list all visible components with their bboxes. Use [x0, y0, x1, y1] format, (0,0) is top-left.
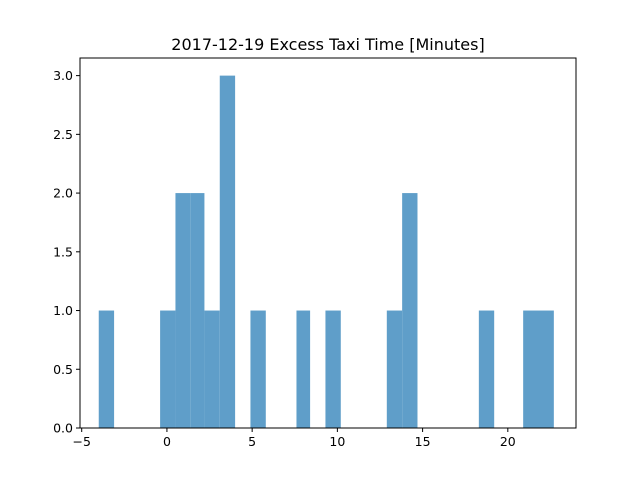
- histogram-bar: [219, 75, 236, 428]
- x-tick-label: 10: [329, 434, 345, 449]
- y-tick-label: 1.0: [53, 303, 73, 318]
- y-tick-label: 2.0: [53, 186, 73, 201]
- histogram-bar: [190, 193, 205, 428]
- chart-title: 2017-12-19 Excess Taxi Time [Minutes]: [171, 35, 484, 54]
- histogram-bar: [98, 310, 115, 428]
- histogram-bar: [478, 310, 495, 428]
- histogram-bar: [325, 310, 341, 428]
- histogram-bar: [538, 310, 554, 428]
- y-tick-label: 0.0: [53, 421, 73, 436]
- x-tick-label: 20: [500, 434, 516, 449]
- histogram-bar: [204, 310, 220, 428]
- histogram-bar: [386, 310, 403, 428]
- y-axis: 0.0 0.5 1.0 1.5 2.0 2.5 3.0: [53, 68, 80, 436]
- histogram-bar: [523, 310, 539, 428]
- histogram-bar: [175, 193, 191, 428]
- x-tick-label: 5: [248, 434, 256, 449]
- x-tick-label: −5: [72, 434, 90, 449]
- y-tick-label: 3.0: [53, 68, 73, 83]
- y-tick-label: 1.5: [53, 244, 73, 259]
- plot-frame: [79, 57, 577, 429]
- histogram-bar: [160, 310, 176, 428]
- y-tick-label: 2.5: [53, 127, 73, 142]
- histogram-bar: [250, 310, 266, 428]
- histogram-bar: [296, 310, 311, 428]
- y-tick-label: 0.5: [53, 362, 73, 377]
- x-axis: −5 0 5 10 15 20: [72, 428, 516, 449]
- histogram-bars: [98, 75, 554, 428]
- x-tick-label: 0: [163, 434, 171, 449]
- histogram-bar: [402, 193, 418, 428]
- x-tick-label: 15: [415, 434, 431, 449]
